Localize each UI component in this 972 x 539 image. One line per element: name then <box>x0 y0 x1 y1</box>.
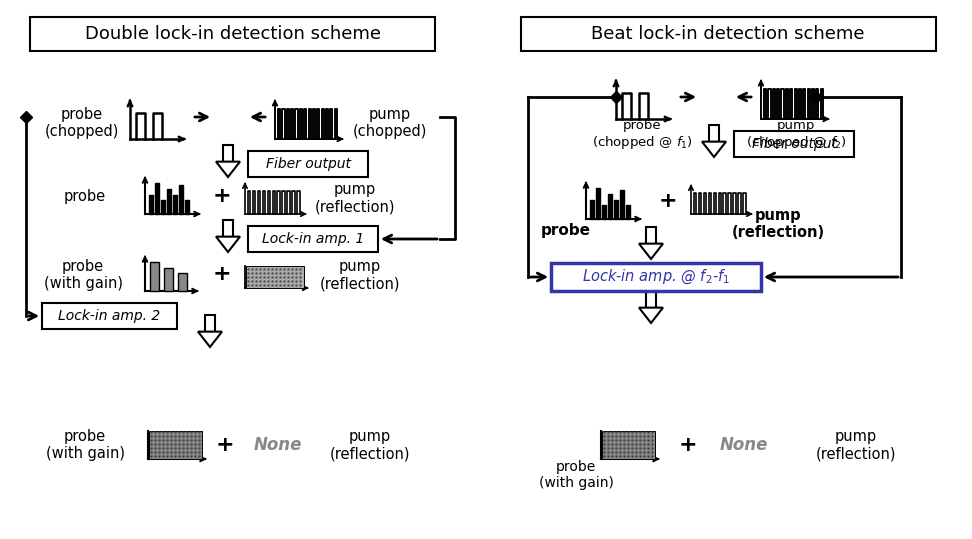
Text: +: + <box>213 264 231 284</box>
Text: None: None <box>720 436 768 454</box>
Bar <box>205 315 215 331</box>
Text: Beat lock-in detection scheme: Beat lock-in detection scheme <box>591 25 865 43</box>
Bar <box>42 303 177 329</box>
Bar <box>149 431 202 459</box>
Polygon shape <box>216 237 240 252</box>
Bar <box>178 273 187 291</box>
Text: pump
(chopped): pump (chopped) <box>353 107 427 139</box>
Text: pump
(reflection): pump (reflection) <box>330 429 410 461</box>
Text: pump
(reflection): pump (reflection) <box>315 182 396 214</box>
Bar <box>646 227 656 244</box>
Polygon shape <box>216 162 240 177</box>
Bar <box>248 226 378 252</box>
Polygon shape <box>639 308 663 323</box>
Bar <box>223 220 233 237</box>
Text: pump
(reflection): pump (reflection) <box>320 259 400 291</box>
Text: Fiber output: Fiber output <box>265 157 351 171</box>
Text: pump
(chopped @ $f_2$): pump (chopped @ $f_2$) <box>746 119 847 151</box>
Bar <box>646 291 656 308</box>
Text: probe
(chopped @ $f_1$): probe (chopped @ $f_1$) <box>592 119 692 151</box>
Text: +: + <box>678 435 697 455</box>
Text: +: + <box>216 435 234 455</box>
Text: pump
(reflection): pump (reflection) <box>732 208 824 240</box>
Text: +: + <box>213 186 231 206</box>
Polygon shape <box>198 331 222 347</box>
Bar <box>602 431 655 459</box>
Bar <box>551 263 761 291</box>
Polygon shape <box>702 142 726 157</box>
Bar <box>246 266 304 288</box>
Text: probe
(chopped): probe (chopped) <box>45 107 120 139</box>
Text: None: None <box>254 436 302 454</box>
Bar <box>248 151 368 177</box>
Bar <box>30 17 435 51</box>
Text: +: + <box>659 191 677 211</box>
Text: Lock-in amp. 1: Lock-in amp. 1 <box>261 232 364 246</box>
Text: probe: probe <box>541 224 591 238</box>
Text: probe
(with gain): probe (with gain) <box>538 460 613 490</box>
Text: Lock-in amp. @ $f_2$-$f_1$: Lock-in amp. @ $f_2$-$f_1$ <box>582 268 730 286</box>
Text: probe: probe <box>64 190 106 204</box>
Bar <box>734 131 854 157</box>
Text: Lock-in amp. 2: Lock-in amp. 2 <box>58 309 160 323</box>
Bar <box>709 125 719 142</box>
Text: probe
(with gain): probe (with gain) <box>44 259 122 291</box>
Polygon shape <box>639 244 663 259</box>
Text: pump
(reflection): pump (reflection) <box>816 429 896 461</box>
Bar <box>150 262 159 291</box>
Text: Fiber output: Fiber output <box>751 137 837 151</box>
Bar <box>164 268 173 291</box>
Text: probe
(with gain): probe (with gain) <box>46 429 124 461</box>
Bar <box>223 145 233 162</box>
Text: Double lock-in detection scheme: Double lock-in detection scheme <box>85 25 381 43</box>
Bar <box>521 17 936 51</box>
